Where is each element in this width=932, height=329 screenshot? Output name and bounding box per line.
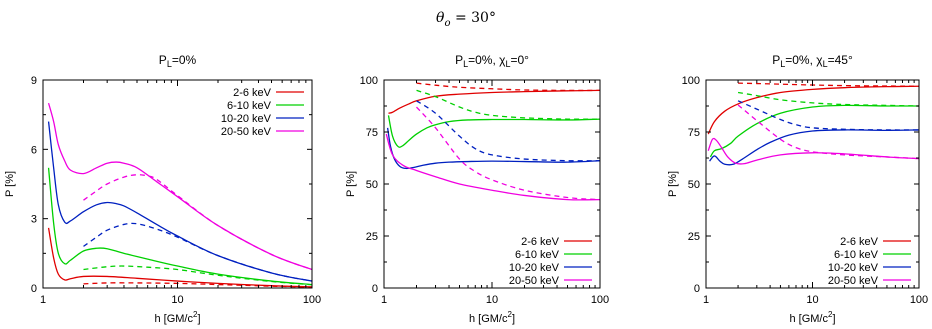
x-tick-label: 1 [381,294,387,306]
y-tick-label: 50 [366,179,378,191]
x-tick-label: 1 [40,294,46,306]
series-line-6-10 [387,115,600,148]
plot-frame [383,79,601,289]
series-line-2-6-dashed [416,82,600,92]
panel-title-chi-rest: =45° [828,53,853,67]
series-line-6-10-dashed [83,265,312,286]
panel-title-sub: L [780,59,785,69]
series-line-6-10-dashed [737,91,919,107]
legend-label-10-20: 10-20 keV [221,113,272,125]
legend-label-20-50: 20-50 keV [828,275,879,287]
series-line-2-6 [47,227,312,288]
legend-label-20-50: 20-50 keV [509,275,560,287]
panel-title-chi-sub: L [505,59,510,69]
x-tick-label: 10 [486,294,498,306]
panel-title-rest: =0% [172,53,197,67]
x-axis-label: h [GM/c2] [154,310,200,325]
y-tick-label: 25 [366,231,378,243]
series-line-20-50-dashed [416,106,600,201]
y-tick-label: 75 [688,127,700,139]
series-line-10-20 [386,127,600,170]
x-tick-label: 100 [303,294,321,306]
y-tick-label: 75 [366,127,378,139]
x-tick-label: 100 [910,294,928,306]
y-tick-label: 9 [31,75,37,87]
panel-title-chi: χ [816,53,823,67]
panel-title-main: P [772,53,780,67]
figure-title-sub: o [444,18,450,29]
series-line-6-10-dashed [416,89,600,120]
y-tick-label: 0 [694,283,700,295]
series-group [707,82,919,166]
legend-label-10-20: 10-20 keV [828,262,879,274]
legend-label-6-10: 6-10 keV [227,100,272,112]
x-axis-label: h [GM/c2] [789,310,835,325]
legend-label-10-20: 10-20 keV [509,262,560,274]
series-line-10-20-dashed [737,100,919,131]
panel-title: PL=0%, χL=45° [772,53,853,69]
y-axis-label: P [%] [667,171,679,197]
x-axis-label: h [GM/c2] [469,310,515,325]
figure-title: θo = 30° [436,10,496,29]
legend-label-2-6: 2-6 keV [521,236,560,248]
panel-title-sub: L [463,59,468,69]
y-tick-label: 100 [682,75,700,87]
panel-title-chi-sub: L [823,59,828,69]
legend-label-2-6: 2-6 keV [840,236,879,248]
panel-title-main: P [455,53,463,67]
series-line-20-50-dashed [737,104,919,160]
y-axis-label: P [%] [4,171,16,197]
panel-title-chi: χ [499,53,506,67]
x-tick-label: 10 [171,294,183,306]
x-tick-label: 10 [806,294,818,306]
y-tick-label: 25 [688,231,700,243]
series-line-10-20 [709,129,919,166]
y-tick-label: 6 [31,144,37,156]
y-tick-label: 100 [360,75,378,87]
panel-title: PL=0% [159,53,197,69]
panel-title-rest: =0%, [468,53,499,67]
series-line-2-6-dashed [738,82,919,87]
panel-title-sub: L [167,59,172,69]
series-line-20-50 [385,133,600,201]
series-group [385,82,600,201]
series-line-2-6 [707,85,919,135]
series-line-2-6 [388,89,600,114]
series-line-20-50 [47,102,312,271]
chart-panel-1: PL=0% 0 3 6 9 1 10 100 h [GM/c2] P [%] 2-6 keV6-10… [4,53,321,325]
x-tick-label: 1 [703,294,709,306]
panel-title-main: P [159,53,167,67]
series-line-10-20 [47,121,312,282]
plot-frame [42,79,313,289]
panel-title-chi-rest: =0° [510,53,529,67]
series-line-6-10 [47,167,312,286]
y-tick-label: 3 [31,214,37,226]
y-tick-label: 0 [372,283,378,295]
series-line-20-50-dashed [83,174,312,271]
legend-label-2-6: 2-6 keV [233,87,272,99]
y-axis-label: P [%] [345,171,357,197]
series-line-10-20-dashed [416,100,600,162]
legend-label-6-10: 6-10 keV [834,249,879,261]
legend-label-20-50: 20-50 keV [221,126,272,138]
figure-title-theta: θ [436,10,445,26]
figure-title-rest: = 30° [451,10,496,26]
plot-frame [705,79,920,289]
panel-title: PL=0%, χL=0° [455,53,529,69]
x-tick-label: 100 [591,294,609,306]
series-line-10-20-dashed [83,222,312,282]
series-group [47,102,312,288]
panel-title-rest: =0%, [785,53,816,67]
series-line-20-50 [707,137,919,165]
y-tick-label: 50 [688,179,700,191]
y-tick-label: 0 [31,283,37,295]
legend-label-6-10: 6-10 keV [515,249,560,261]
